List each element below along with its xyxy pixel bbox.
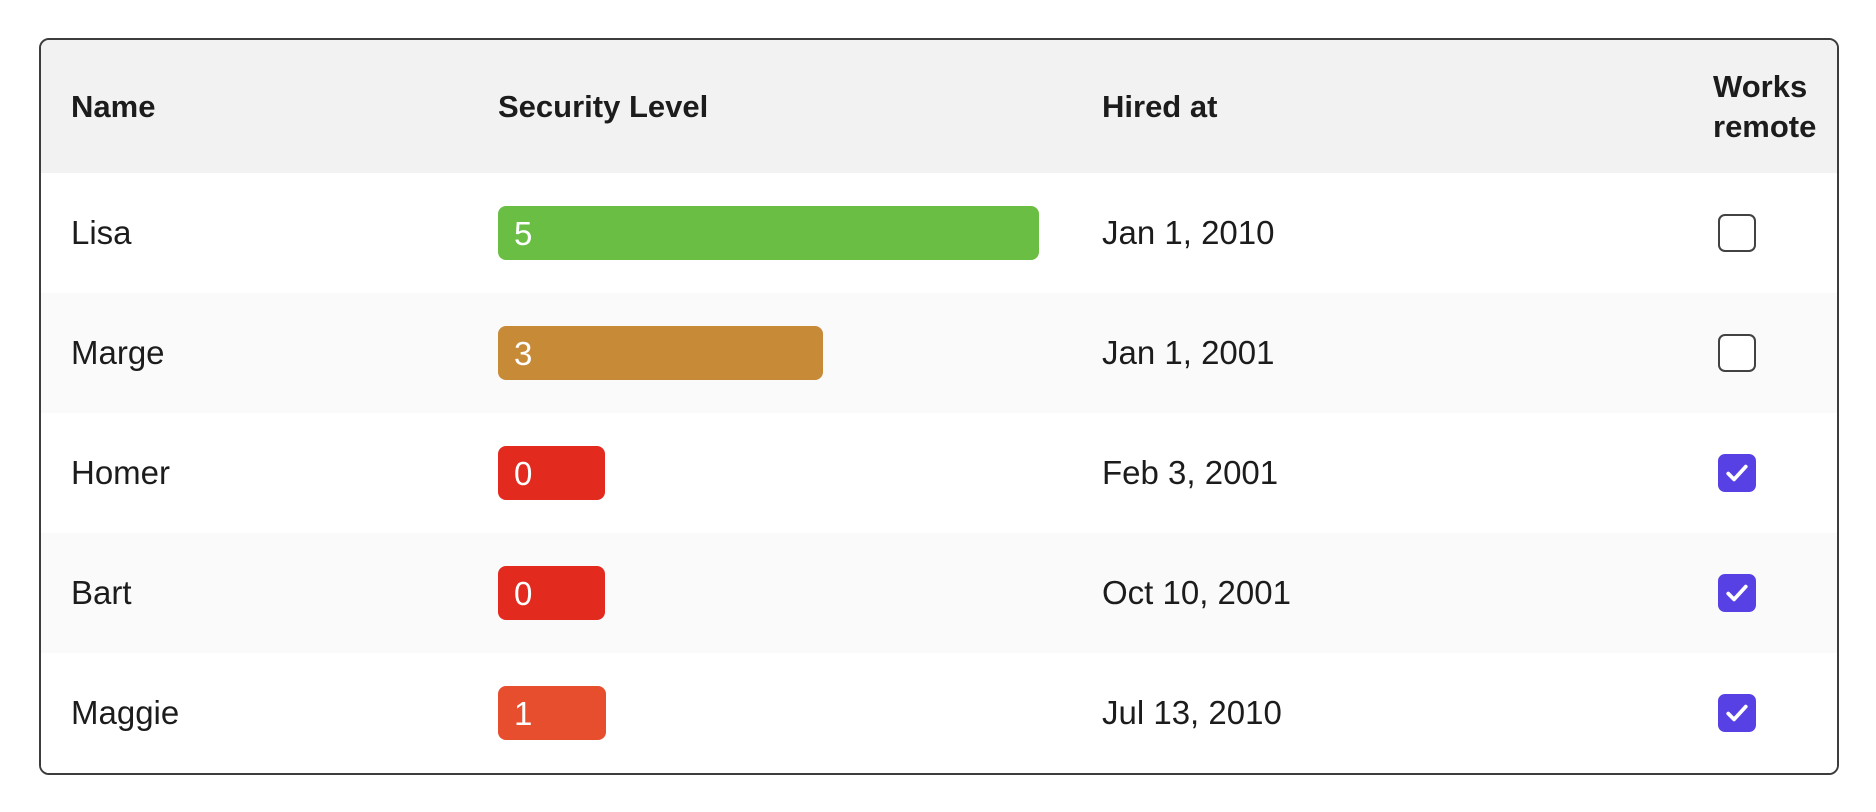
security-level-value: 1 [514,694,533,732]
works-remote-cell [1713,334,1837,372]
name-cell: Marge [71,334,165,371]
security-level-cell: 1 [498,686,1102,740]
hired-at-cell: Jan 1, 2010 [1102,214,1275,251]
works-remote-checkbox[interactable] [1718,574,1756,612]
security-level-bar: 1 [498,686,607,740]
works-remote-cell [1713,574,1837,612]
security-level-value: 3 [514,334,533,372]
column-header-name: Name [71,88,156,124]
security-level-value: 0 [514,574,533,612]
name-cell: Homer [71,454,171,491]
works-remote-checkbox[interactable] [1718,214,1756,252]
name-cell: Bart [71,574,132,611]
hired-at-cell: Jul 13, 2010 [1102,694,1282,731]
security-level-bar: 0 [498,446,605,500]
security-level-cell: 3 [498,326,1102,380]
works-remote-cell [1713,454,1837,492]
security-level-cell: 0 [498,566,1102,620]
table-row: Homer 0 Feb 3, 2001 [41,413,1837,533]
security-level-bar: 0 [498,566,605,620]
security-level-cell: 0 [498,446,1102,500]
works-remote-cell [1713,214,1837,252]
security-level-bar: 5 [498,206,1039,260]
column-header-hired-at: Hired at [1102,88,1218,124]
hired-at-cell: Jan 1, 2001 [1102,334,1275,371]
checkmark-icon [1726,464,1748,482]
security-level-value: 5 [514,214,533,252]
employees-table: Name Security Level Hired at Works remot… [39,38,1839,775]
column-header-security-level: Security Level [498,88,709,124]
table-header-row: Name Security Level Hired at Works remot… [41,40,1837,173]
checkmark-icon [1726,584,1748,602]
table-row: Bart 0 Oct 10, 2001 [41,533,1837,653]
name-cell: Lisa [71,214,132,251]
name-cell: Maggie [71,694,180,731]
table-row: Lisa 5 Jan 1, 2010 [41,173,1837,293]
security-level-value: 0 [514,454,533,492]
security-level-cell: 5 [498,206,1102,260]
column-header-works-remote: Works remote [1713,68,1817,144]
table-row: Marge 3 Jan 1, 2001 [41,293,1837,413]
hired-at-cell: Feb 3, 2001 [1102,454,1279,491]
works-remote-checkbox[interactable] [1718,334,1756,372]
security-level-bar: 3 [498,326,823,380]
works-remote-checkbox[interactable] [1718,454,1756,492]
table-body: Lisa 5 Jan 1, 2010 Marge 3 Jan 1, 2001 [41,173,1837,773]
hired-at-cell: Oct 10, 2001 [1102,574,1291,611]
works-remote-cell [1713,694,1837,732]
works-remote-checkbox[interactable] [1718,694,1756,732]
table-row: Maggie 1 Jul 13, 2010 [41,653,1837,773]
checkmark-icon [1726,704,1748,722]
